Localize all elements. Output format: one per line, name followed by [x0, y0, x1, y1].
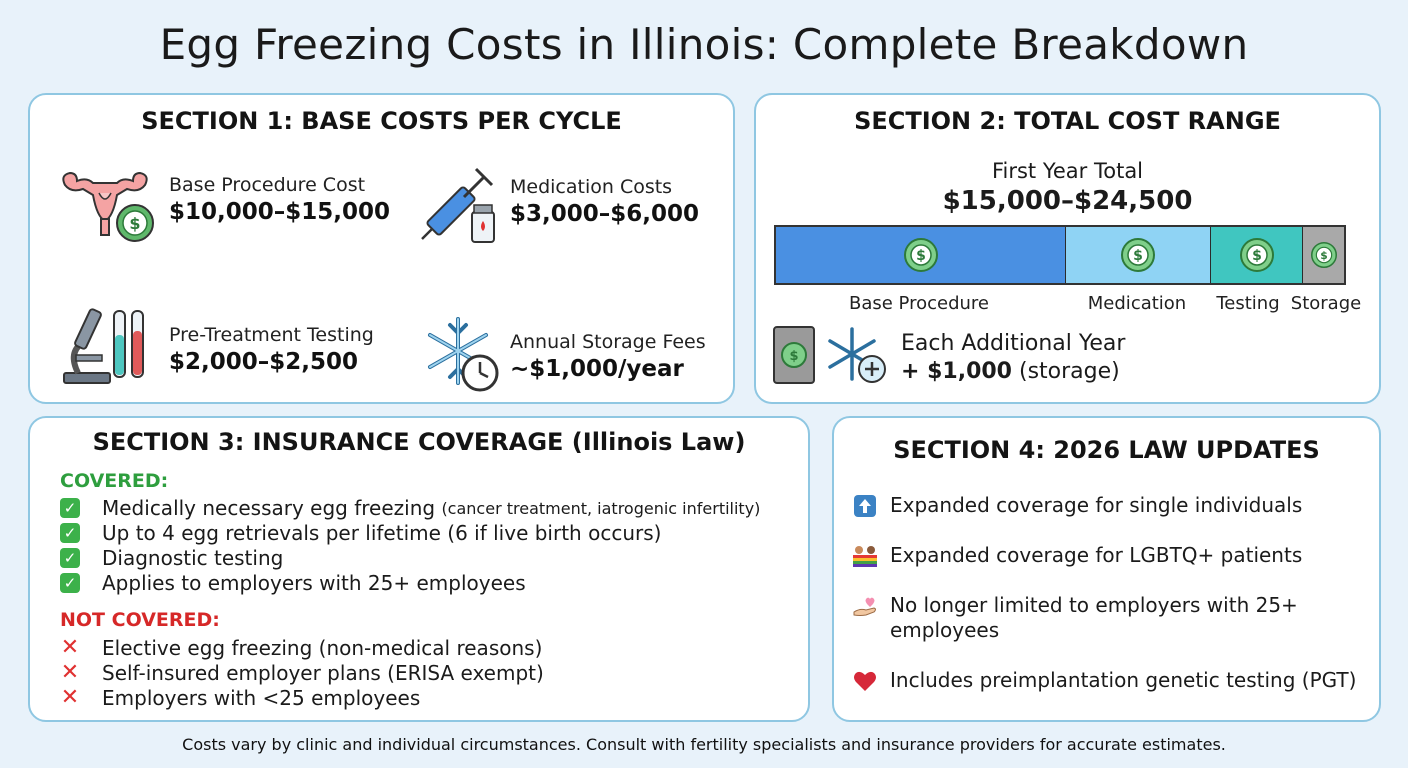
svg-text:$: $ — [1133, 248, 1143, 264]
heart-icon — [852, 668, 878, 694]
svg-text:$: $ — [1320, 249, 1327, 262]
covered-item-text: Diagnostic testing — [102, 546, 284, 570]
first-year-label: First Year Total — [991, 159, 1144, 183]
footer-disclaimer: Costs vary by clinic and individual circ… — [182, 735, 1226, 754]
not-covered-item-text: Self-insured employer plans (ERISA exemp… — [102, 661, 544, 685]
not-covered-item: ✕ Employers with <25 employees — [60, 686, 420, 710]
x-icon: ✕ — [60, 635, 80, 660]
section-heading: SECTION 1: BASE COSTS PER CYCLE — [141, 107, 622, 135]
dollar-coin-icon: $ — [1310, 242, 1337, 268]
bar-label-testing: Testing — [1216, 293, 1280, 314]
check-icon: ✓ — [60, 498, 80, 518]
bar-segment-testing: $ — [1211, 227, 1303, 283]
up-arrow-icon — [852, 493, 878, 519]
covered-heading: COVERED: — [60, 470, 169, 492]
page-title: Egg Freezing Costs in Illinois: Complete… — [159, 20, 1249, 69]
update-item: No longer limited to employers with 25+ … — [852, 593, 1365, 643]
base-procedure-label: Base Procedure Cost — [169, 174, 366, 196]
bar-label-storage: Storage — [1290, 293, 1362, 314]
additional-year-label: Each Additional Year — [901, 331, 1126, 356]
svg-text:$: $ — [916, 248, 926, 264]
svg-text:$: $ — [789, 349, 798, 364]
microscope-icon — [63, 308, 144, 384]
bar-segment-base: $ — [776, 227, 1066, 283]
update-item-text: Includes preimplantation genetic testing… — [890, 668, 1357, 692]
update-item-text: No longer limited to employers with 25+ … — [890, 593, 1298, 642]
covered-item-text: Up to 4 egg retrievals per lifetime (6 i… — [102, 521, 662, 545]
storage-value: ~$1,000/year — [510, 356, 684, 382]
people-icon — [852, 543, 878, 569]
update-item: Expanded coverage for LGBTQ+ patients — [852, 543, 1365, 569]
uterus-icon: $ — [62, 171, 154, 242]
check-icon: ✓ — [60, 523, 80, 543]
covered-item-text: Medically necessary egg freezing — [102, 496, 436, 520]
svg-text:$: $ — [1252, 248, 1262, 264]
section-heading: SECTION 4: 2026 LAW UPDATES — [893, 436, 1320, 464]
not-covered-item-text: Employers with <25 employees — [102, 686, 421, 710]
covered-item-note: (cancer treatment, iatrogenic infertilit… — [441, 498, 761, 518]
bar-segment-storage: $ — [1303, 227, 1344, 283]
update-item: Includes preimplantation genetic testing… — [852, 668, 1365, 694]
covered-item: ✓ Diagnostic testing — [60, 546, 283, 570]
testing-value: $2,000–$2,500 — [169, 349, 359, 375]
additional-year-note: (storage) — [1019, 359, 1120, 384]
not-covered-heading: NOT COVERED: — [60, 609, 220, 631]
update-item-text: Expanded coverage for single individuals — [890, 493, 1303, 517]
section-total-cost: SECTION 2: TOTAL COST RANGE First Year T… — [754, 93, 1381, 404]
storage-snowflake-icon: $ — [773, 326, 886, 384]
covered-item: ✓ Applies to employers with 25+ employees — [60, 571, 526, 595]
dollar-coin-icon: $ — [1121, 238, 1155, 272]
update-item-text: Expanded coverage for LGBTQ+ patients — [890, 543, 1303, 567]
testing-label: Pre-Treatment Testing — [169, 324, 374, 346]
check-icon: ✓ — [60, 548, 80, 568]
syringe-icon — [421, 167, 495, 243]
section-law-updates: SECTION 4: 2026 LAW UPDATES Expanded cov… — [832, 416, 1381, 722]
section-base-costs: SECTION 1: BASE COSTS PER CYCLE $ Base P… — [28, 93, 735, 404]
snowflake-clock-icon — [428, 317, 499, 392]
medication-value: $3,000–$6,000 — [510, 201, 700, 227]
section-insurance-coverage: SECTION 3: INSURANCE COVERAGE (Illinois … — [28, 416, 810, 722]
medication-label: Medication Costs — [510, 176, 673, 198]
x-icon: ✕ — [60, 685, 80, 710]
bar-segment-medication: $ — [1066, 227, 1211, 283]
not-covered-item: ✕ Elective egg freezing (non-medical reas… — [60, 635, 543, 660]
covered-item: ✓ Up to 4 egg retrievals per lifetime (6 … — [60, 521, 661, 545]
additional-year-amount: + $1,000 — [901, 359, 1012, 384]
svg-text:$: $ — [129, 214, 140, 233]
check-icon: ✓ — [60, 573, 80, 593]
hand-heart-icon — [852, 593, 878, 619]
bar-label-medication: Medication — [1087, 293, 1187, 314]
additional-year-value: + $1,000 (storage) — [901, 359, 1120, 384]
section-heading: SECTION 3: INSURANCE COVERAGE (Illinois … — [92, 428, 746, 456]
bar-label-base: Base Procedure — [849, 293, 989, 314]
dollar-coin-icon: $ — [903, 238, 938, 272]
cost-bar: $ $ $ $ — [774, 225, 1346, 285]
section-heading: SECTION 2: TOTAL COST RANGE — [854, 107, 1281, 135]
dollar-coin-icon: $ — [1239, 238, 1274, 272]
covered-item-text: Applies to employers with 25+ employees — [102, 571, 526, 595]
first-year-total: $15,000–$24,500 — [942, 186, 1193, 216]
storage-label: Annual Storage Fees — [510, 331, 706, 353]
base-procedure-value: $10,000–$15,000 — [169, 199, 391, 225]
update-item: Expanded coverage for single individuals — [852, 493, 1365, 519]
not-covered-item: ✕ Self-insured employer plans (ERISA exem… — [60, 661, 544, 685]
covered-item: ✓ Medically necessary egg freezing (cance… — [60, 496, 760, 520]
not-covered-item-text: Elective egg freezing (non-medical reaso… — [102, 636, 543, 660]
x-icon: ✕ — [60, 660, 80, 685]
